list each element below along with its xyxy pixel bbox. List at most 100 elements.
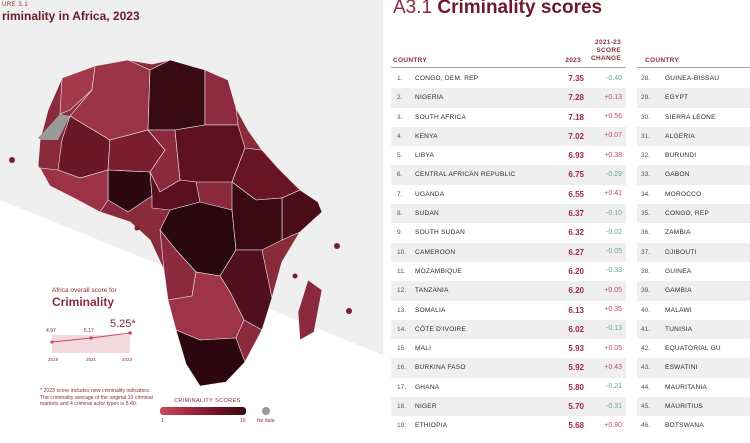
legend-nodata-label: No data: [257, 418, 275, 424]
sparkline-year: 2023: [122, 357, 133, 362]
country-cell: SIERRA LEONE: [665, 113, 716, 121]
legend-min: 1: [161, 418, 164, 424]
table-row: 33. GABON: [637, 165, 750, 185]
score-cell: 6.20: [568, 266, 584, 276]
rank-cell: 36.: [641, 229, 651, 237]
country-cell: MOROCCO: [665, 190, 702, 198]
country-cell: EGYPT: [665, 94, 689, 102]
table-row: 42. EQUATORIAL GU: [637, 339, 750, 358]
figure-title: riminality in Africa, 2023: [2, 9, 140, 23]
country-cell: GUINEA: [665, 267, 692, 275]
change-cell: -0.10: [606, 209, 622, 217]
table-row: 13. SOMALIA 6.13 +0.35: [391, 301, 626, 320]
sparkline-point: [89, 336, 93, 340]
country-cell: SOUTH SUDAN: [415, 229, 466, 237]
table-row: 35. CONGO, REP: [637, 204, 750, 224]
sparkline-value: 4.97: [46, 328, 56, 334]
table-row: 5. LIBYA 6.93 +0.38: [391, 146, 626, 165]
rank-cell: 38.: [641, 267, 651, 275]
region-libya: [147, 59, 206, 131]
column-header-change: 2021-23 SCORE CHANGE: [591, 39, 621, 62]
rank-cell: 28.: [641, 75, 651, 82]
change-cell: -0.13: [606, 325, 622, 333]
table-row: 1. CONGO, DEM. REP 7.35 -0.40: [391, 69, 626, 88]
region-egypt: [204, 69, 239, 126]
rank-cell: 4.: [397, 132, 403, 140]
country-cell: UGANDA: [415, 190, 445, 198]
country-cell: GABON: [665, 171, 690, 179]
country-cell: BURKINA FASO: [415, 364, 466, 372]
criminality-table: 1. CONGO, DEM. REP 7.35 -0.40 2. NIGERIA 7.28 +…: [391, 69, 626, 436]
rank-cell: 12.: [397, 287, 407, 295]
score-cell: 6.27: [568, 247, 584, 257]
rank-cell: 46.: [641, 422, 651, 430]
overall-score-value: 5.25*: [110, 318, 136, 330]
column-header-country: COUNTRY: [393, 57, 427, 64]
table-row: 6. CENTRAL AFRICAN REPUBLIC 6.75 -0.29: [391, 165, 626, 185]
africa-choropleth-map: 4.97 5.17 2019 2021 2023: [0, 59, 383, 443]
region-madagascar: [297, 279, 323, 341]
rank-cell: 19.: [397, 422, 407, 430]
table-row: 16. BURKINA FASO 5.92 +0.43: [391, 358, 626, 378]
rank-cell: 43.: [641, 364, 651, 372]
score-cell: 6.32: [568, 228, 584, 238]
rank-cell: 1.: [397, 75, 403, 82]
table-row: 18. NIGER 5.70 -0.31: [391, 397, 626, 417]
table-row: 32. BURUNDI: [637, 146, 750, 165]
change-cell: +0.07: [604, 132, 622, 140]
table-row: 43. ESWATINI: [637, 358, 750, 378]
table-heading: A3.1 Criminality scores: [393, 0, 602, 19]
table-row: 30. SIERRA LEONE: [637, 108, 750, 127]
legend-color-scale: [160, 407, 246, 415]
score-cell: 5.92: [568, 363, 584, 373]
table-code: A3.1: [393, 0, 433, 18]
score-cell: 5.80: [568, 382, 584, 392]
country-cell: SUDAN: [415, 210, 440, 218]
country-cell: CAMEROON: [415, 248, 456, 256]
table-row: 41. TUNISIA: [637, 319, 750, 340]
region-sudan: [174, 124, 246, 183]
country-cell: ETHIOPIA: [415, 422, 448, 430]
criminality-table-continued: 28. GUINEA-BISSAU 29. EGYPT 30. SIERRA LEONE 3…: [637, 69, 750, 436]
sparkline-year: 2019: [48, 357, 59, 362]
table-row: 14. CÔTE D'IVOIRE 6.02 -0.13: [391, 319, 626, 340]
change-cell: -0.21: [606, 383, 622, 391]
legend-max: 10: [240, 418, 246, 424]
sparkline-value: 5.17: [84, 328, 94, 334]
country-cell: SOUTH AFRICA: [415, 113, 467, 121]
country-cell: GHANA: [415, 383, 440, 391]
change-cell: +0.90: [604, 421, 622, 429]
region-south-africa: [175, 329, 246, 387]
country-cell: NIGER: [415, 403, 437, 411]
score-cell: 6.55: [568, 189, 584, 199]
score-cell: 6.02: [568, 324, 584, 334]
change-cell: +0.43: [604, 363, 622, 371]
table-panel: A3.1 Criminality scores COUNTRY 2023 202…: [383, 0, 750, 443]
country-cell: ZAMBIA: [665, 229, 691, 237]
table-row: 28. GUINEA-BISSAU: [637, 69, 750, 88]
change-cell: +0.05: [604, 286, 622, 294]
rank-cell: 32.: [641, 152, 651, 160]
overall-score-subtitle: Africa overall score for: [52, 287, 117, 294]
country-cell: TANZANIA: [415, 287, 449, 295]
country-cell: SOMALIA: [415, 306, 446, 314]
table-row: 15. MALI 5.93 +0.05: [391, 339, 626, 358]
rank-cell: 45.: [641, 403, 651, 411]
change-cell: +0.38: [604, 151, 622, 159]
table-row: 46. BOTSWANA: [637, 416, 750, 435]
table-row: 45. MAURITIUS: [637, 397, 750, 417]
change-cell: -0.31: [606, 402, 622, 410]
table-row: 31. ALGERIA: [637, 126, 750, 147]
country-cell: GAMBIA: [665, 287, 692, 295]
change-cell: -0.40: [606, 74, 622, 82]
legend-nodata-swatch: [262, 407, 270, 415]
table-row: 44. MAURITANIA: [637, 378, 750, 397]
rank-cell: 5.: [397, 152, 403, 160]
country-cell: EQUATORIAL GU: [665, 345, 721, 353]
country-cell: CENTRAL AFRICAN REPUBLIC: [415, 171, 516, 179]
rank-cell: 17.: [397, 383, 407, 391]
rank-cell: 2.: [397, 94, 403, 102]
column-header-country-2: COUNTRY: [645, 57, 679, 64]
country-cell: LIBYA: [415, 152, 435, 160]
score-cell: 6.13: [568, 305, 584, 315]
